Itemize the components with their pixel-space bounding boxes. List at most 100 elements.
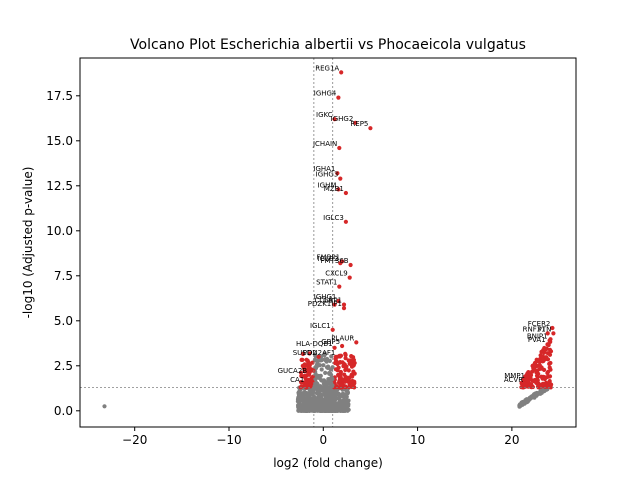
gene-point: [348, 262, 353, 268]
x-tick-label: −20: [122, 433, 147, 447]
point-significant: [541, 381, 546, 386]
gene-label: IGLC2: [318, 255, 339, 263]
gene-label: PTN: [538, 325, 552, 333]
axes: −20 −10 0 10 20 0.0 2.5 5.0 7.5 10.0 12.5 15.0 17.5: [46, 89, 519, 447]
x-axis-label: log2 (fold change): [273, 456, 383, 470]
point-significant: [302, 368, 307, 373]
point-significant: [343, 375, 348, 380]
point-not-significant: [327, 392, 332, 397]
gene-label: STAT1: [316, 279, 337, 287]
gene-label: RNF31: [523, 325, 546, 333]
point-significant: [340, 360, 345, 365]
gene-label: IGLC3: [323, 214, 344, 222]
point-not-significant: [310, 389, 316, 394]
gene-point: [368, 126, 373, 131]
gene-point: [336, 187, 341, 192]
point-not-significant: [321, 404, 326, 409]
gene-point: [332, 345, 337, 350]
gene-label: IGKC: [316, 111, 333, 119]
gene-label: JCHAIN: [312, 140, 337, 148]
point-significant: [536, 371, 541, 376]
point-not-significant: [299, 407, 304, 412]
point-not-significant: [346, 403, 351, 408]
point-not-significant: [309, 403, 314, 408]
point-not-significant: [328, 388, 333, 394]
point-significant: [319, 358, 324, 363]
point-significant: [526, 370, 531, 375]
gene-label: IGHA1: [313, 165, 335, 173]
point-significant: [528, 382, 533, 387]
gene-point: [316, 354, 321, 359]
point-significant: [314, 381, 319, 386]
x-tick-label: −10: [216, 433, 241, 447]
y-tick-label: 5.0: [54, 314, 73, 328]
x-tick-label: 10: [410, 433, 425, 447]
point-significant: [319, 367, 324, 372]
point-not-significant: [341, 391, 346, 397]
point-significant: [351, 382, 356, 387]
point-significant: [349, 354, 354, 359]
point-significant: [299, 380, 304, 385]
point-significant: [342, 379, 348, 384]
gene-label: CCL4: [314, 297, 333, 305]
gene-label: CA1: [290, 376, 304, 384]
point-not-significant: [330, 395, 335, 400]
point-significant: [318, 373, 323, 378]
gene-point: [343, 219, 348, 224]
point-significant: [350, 374, 355, 379]
point-not-significant: [297, 399, 302, 404]
point-significant: [333, 367, 338, 372]
point-not-significant: [325, 404, 331, 409]
point-not-significant: [312, 408, 317, 413]
point-significant: [351, 369, 356, 374]
point-significant: [326, 364, 331, 369]
y-tick-label: 7.5: [54, 269, 73, 283]
gene-point: [336, 298, 341, 304]
point-significant: [321, 381, 326, 386]
point-not-significant: [296, 407, 301, 412]
point-significant: [540, 357, 545, 362]
point-not-significant: [339, 403, 344, 408]
point-significant: [323, 370, 328, 375]
gene-point: [354, 340, 359, 345]
y-tick-label: 15.0: [46, 134, 73, 148]
gene-label: IGHM: [318, 181, 337, 189]
point-not-significant: [301, 394, 306, 399]
point-significant: [534, 380, 539, 385]
x-tick-label: 20: [504, 433, 519, 447]
point-not-significant: [344, 394, 349, 399]
gene-point: [332, 117, 337, 122]
gene-point: [307, 372, 312, 377]
point-not-significant: [317, 393, 322, 398]
point-significant: [351, 363, 356, 368]
point-significant: [330, 383, 335, 388]
point-significant: [547, 352, 553, 357]
point-significant: [322, 351, 327, 356]
point-significant: [327, 371, 332, 376]
gene-point: [337, 284, 342, 289]
gene-label: IGHG2: [331, 115, 354, 123]
gene-point: [304, 381, 309, 386]
point-significant: [298, 370, 304, 375]
gene-label: ACVR: [504, 376, 523, 384]
gene-point: [343, 190, 348, 196]
point-significant: [540, 354, 546, 359]
gene-point: [353, 120, 358, 125]
gene-point: [524, 378, 530, 383]
chart-title: Volcano Plot Escherichia albertii vs Pho…: [130, 37, 526, 53]
gene-point: [339, 70, 344, 75]
gene-label: PVA1: [528, 336, 546, 344]
point-not-significant: [520, 401, 525, 406]
point-significant: [548, 381, 553, 386]
plot-frame: [79, 57, 577, 428]
gene-label: GBP5: [321, 338, 340, 346]
point-significant: [306, 360, 311, 365]
gene-point: [338, 261, 343, 266]
gene-point: [335, 171, 340, 176]
point-not-significant: [341, 398, 346, 403]
outlier-point: [102, 404, 107, 409]
x-tick-label: 0: [319, 433, 327, 447]
gene-label: GUCA2B: [278, 367, 308, 375]
gene-point: [545, 342, 550, 347]
